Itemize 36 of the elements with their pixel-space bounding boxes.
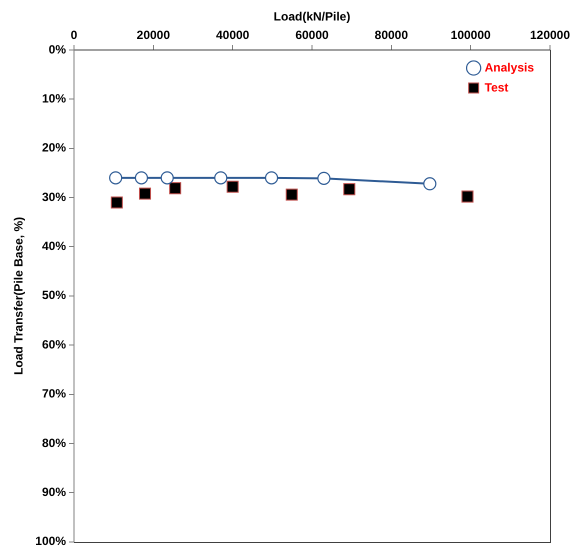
y-tick-label: 100%: [35, 534, 66, 548]
y-tick-label: 80%: [42, 436, 66, 450]
x-tick-label: 100000: [450, 28, 492, 42]
point: [264, 171, 278, 184]
x-tick-label: 120000: [530, 28, 570, 42]
point: [423, 177, 436, 190]
point: [109, 171, 122, 184]
y-tick-label: 40%: [42, 239, 66, 254]
x-tick-label: 40000: [216, 28, 250, 42]
point: [110, 196, 123, 208]
point: [214, 171, 228, 184]
point: [461, 190, 474, 203]
x-tick-label: 0: [70, 28, 78, 42]
x-tick-label: 60000: [295, 28, 330, 42]
point: [317, 172, 330, 185]
x-axis-title: Load(kN/Pile): [274, 10, 350, 24]
point: [134, 171, 148, 184]
y-tick-label: 0%: [48, 42, 66, 56]
point: [226, 180, 239, 193]
point: [169, 182, 182, 194]
x-tick-label: 80000: [374, 28, 408, 42]
point: [286, 188, 298, 201]
y-tick-label: 20%: [42, 140, 66, 155]
legend-label: Analysis: [484, 60, 534, 74]
y-tick-label: 30%: [42, 190, 66, 204]
point: [343, 183, 356, 196]
legend-label: Test: [484, 80, 508, 94]
y-axis-title: Load Transfer(Pile Base, %): [12, 216, 26, 375]
y-tick-label: 10%: [42, 91, 66, 106]
point: [160, 171, 174, 184]
y-tick-label: 70%: [42, 386, 66, 401]
y-tick-label: 60%: [42, 337, 66, 352]
x-tick-label: 20000: [136, 28, 170, 42]
y-tick-label: 50%: [42, 288, 66, 302]
y-tick-label: 90%: [42, 484, 66, 499]
point: [138, 188, 152, 200]
